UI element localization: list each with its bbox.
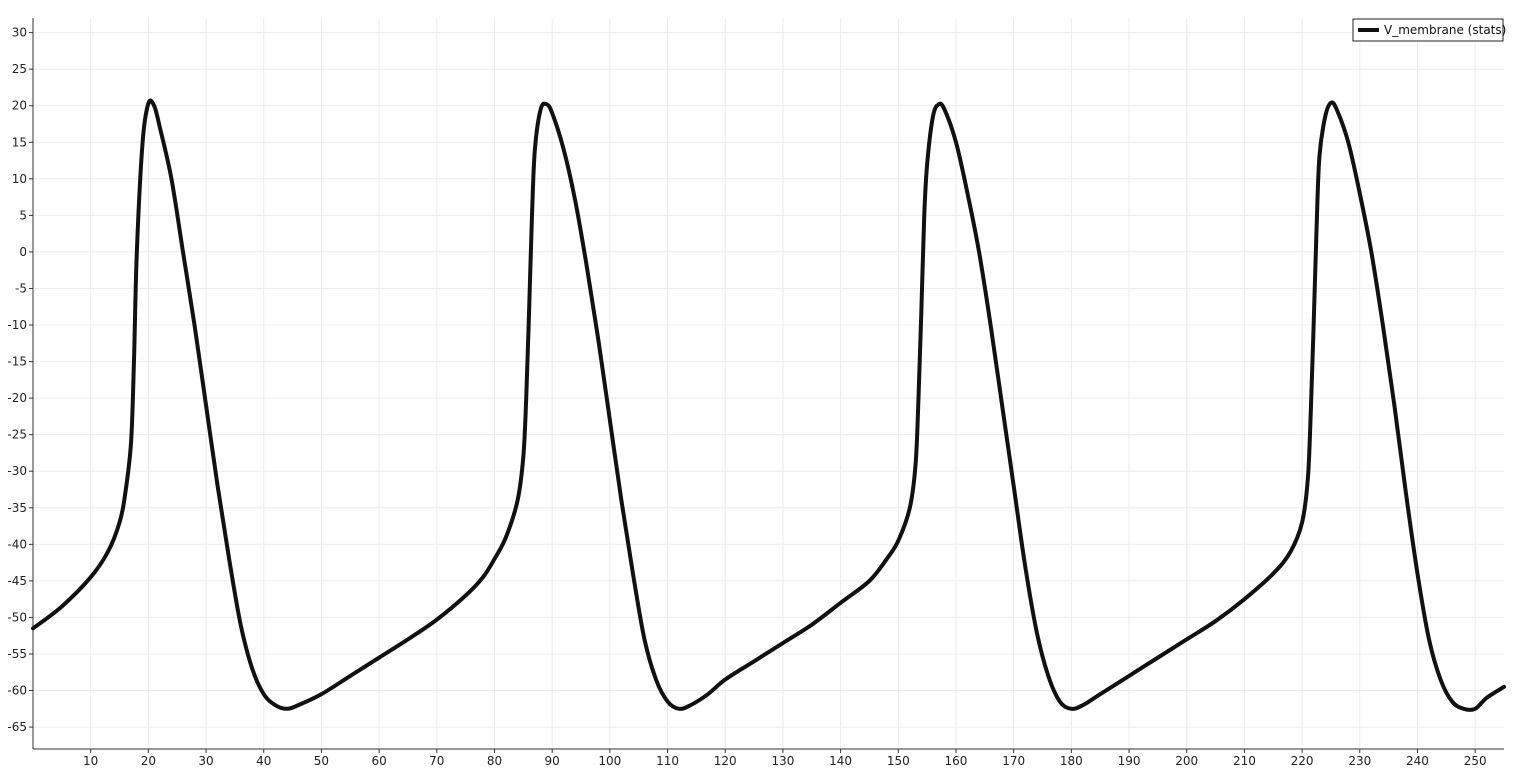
y-tick-label: 30 <box>12 26 27 40</box>
x-tick-label: 50 <box>314 754 329 768</box>
x-tick-label: 30 <box>198 754 213 768</box>
y-tick-label: -35 <box>7 501 27 515</box>
x-tick-label: 90 <box>545 754 560 768</box>
x-tick-label: 170 <box>1002 754 1025 768</box>
y-tick-label: -55 <box>7 647 27 661</box>
x-tick-label: 80 <box>487 754 502 768</box>
x-tick-label: 140 <box>829 754 852 768</box>
x-tick-label: 120 <box>714 754 737 768</box>
y-tick-label: -65 <box>7 720 27 734</box>
x-tick-label: 160 <box>945 754 968 768</box>
x-tick-label: 220 <box>1291 754 1314 768</box>
x-axis-ticks: 10 20 30 40 50 60 70 80 90 100 110 120 130 140 150 160 1… <box>83 749 1487 768</box>
x-tick-label: 70 <box>429 754 444 768</box>
x-tick-label: 130 <box>771 754 794 768</box>
y-tick-label: 15 <box>12 135 27 149</box>
y-tick-label: -5 <box>15 281 27 295</box>
x-tick-label: 240 <box>1406 754 1429 768</box>
x-tick-label: 150 <box>887 754 910 768</box>
series-line-v-membrane <box>31 98 1506 712</box>
y-tick-label: 0 <box>19 245 27 259</box>
y-tick-label: -60 <box>7 684 27 698</box>
x-tick-label: 210 <box>1233 754 1256 768</box>
x-tick-label: 10 <box>83 754 98 768</box>
x-tick-label: 110 <box>656 754 679 768</box>
y-tick-label: -10 <box>7 318 27 332</box>
y-tick-label: -15 <box>7 355 27 369</box>
y-tick-label: -40 <box>7 537 27 551</box>
x-tick-label: 60 <box>371 754 386 768</box>
y-tick-label: 5 <box>19 208 27 222</box>
y-tick-label: -45 <box>7 574 27 588</box>
legend: V_membrane (stats) <box>1352 18 1506 42</box>
x-tick-label: 180 <box>1060 754 1083 768</box>
y-axis-ticks: 30 25 20 15 10 5 0 -5 -10 -15 -20 -25 -30 -35 -40 -45 -5… <box>7 26 33 734</box>
x-tick-label: 190 <box>1118 754 1141 768</box>
legend-box <box>1352 18 1504 42</box>
y-tick-label: 10 <box>12 172 27 186</box>
y-tick-label: -25 <box>7 428 27 442</box>
y-tick-label: 20 <box>12 99 27 113</box>
x-tick-label: 230 <box>1348 754 1371 768</box>
x-tick-label: 250 <box>1464 754 1487 768</box>
x-tick-label: 40 <box>256 754 271 768</box>
x-tick-label: 200 <box>1175 754 1198 768</box>
x-tick-label: 100 <box>598 754 621 768</box>
x-tick-label: 20 <box>141 754 156 768</box>
y-tick-label: -50 <box>7 610 27 624</box>
legend-label-v-membrane: V_membrane (stats) <box>1384 23 1506 37</box>
y-tick-label: -30 <box>7 464 27 478</box>
series <box>31 98 1506 712</box>
y-tick-label: 25 <box>12 62 27 76</box>
y-tick-label: -20 <box>7 391 27 405</box>
